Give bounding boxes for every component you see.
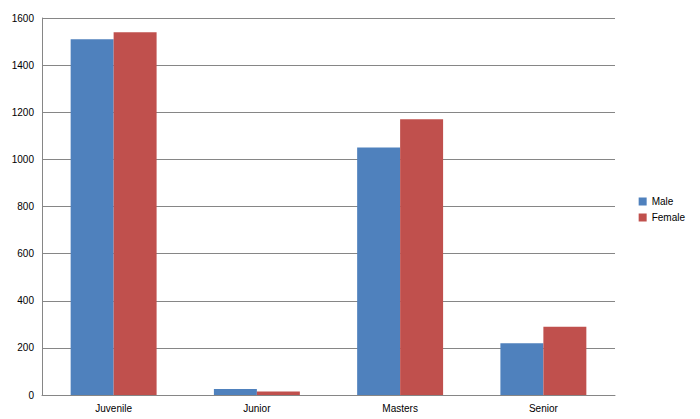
svg-text:Juvenile: Juvenile (95, 403, 132, 414)
svg-text:200: 200 (17, 342, 34, 353)
svg-text:0: 0 (28, 390, 34, 401)
svg-text:Senior: Senior (529, 403, 559, 414)
svg-text:1600: 1600 (12, 13, 35, 24)
svg-text:400: 400 (17, 295, 34, 306)
svg-text:800: 800 (17, 201, 34, 212)
svg-text:Male: Male (652, 196, 674, 207)
svg-text:1200: 1200 (12, 107, 35, 118)
svg-text:Masters: Masters (382, 403, 418, 414)
svg-text:Female: Female (652, 212, 686, 223)
svg-text:1400: 1400 (12, 60, 35, 71)
svg-text:600: 600 (17, 248, 34, 259)
svg-text:1000: 1000 (12, 154, 35, 165)
svg-text:Junior: Junior (243, 403, 271, 414)
